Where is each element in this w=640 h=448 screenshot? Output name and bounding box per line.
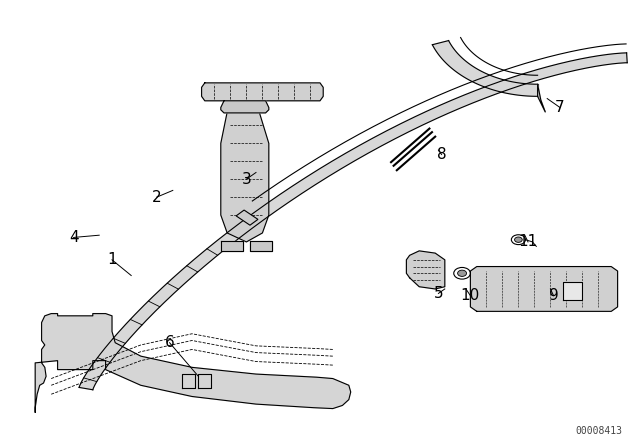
Polygon shape xyxy=(221,101,269,113)
Text: 10: 10 xyxy=(461,288,480,303)
Polygon shape xyxy=(202,83,323,101)
Text: 1: 1 xyxy=(107,252,117,267)
Polygon shape xyxy=(221,108,269,242)
Text: 2: 2 xyxy=(152,190,162,205)
Text: 8: 8 xyxy=(436,147,447,162)
Polygon shape xyxy=(250,241,272,251)
Polygon shape xyxy=(79,53,627,390)
Text: 4: 4 xyxy=(68,230,79,245)
Text: 3: 3 xyxy=(241,172,252,187)
Text: 5: 5 xyxy=(433,286,444,301)
Polygon shape xyxy=(406,251,445,289)
Bar xyxy=(236,210,258,225)
Text: 9: 9 xyxy=(548,288,559,303)
Polygon shape xyxy=(563,282,582,300)
Polygon shape xyxy=(538,84,545,112)
Text: 11: 11 xyxy=(518,234,538,250)
Circle shape xyxy=(458,270,467,276)
Text: 7: 7 xyxy=(555,100,565,115)
Polygon shape xyxy=(35,314,351,412)
Polygon shape xyxy=(433,41,538,96)
Circle shape xyxy=(515,237,522,242)
Polygon shape xyxy=(221,241,243,251)
Polygon shape xyxy=(470,267,618,311)
Text: 6: 6 xyxy=(164,335,175,350)
Text: 00008413: 00008413 xyxy=(575,426,622,436)
